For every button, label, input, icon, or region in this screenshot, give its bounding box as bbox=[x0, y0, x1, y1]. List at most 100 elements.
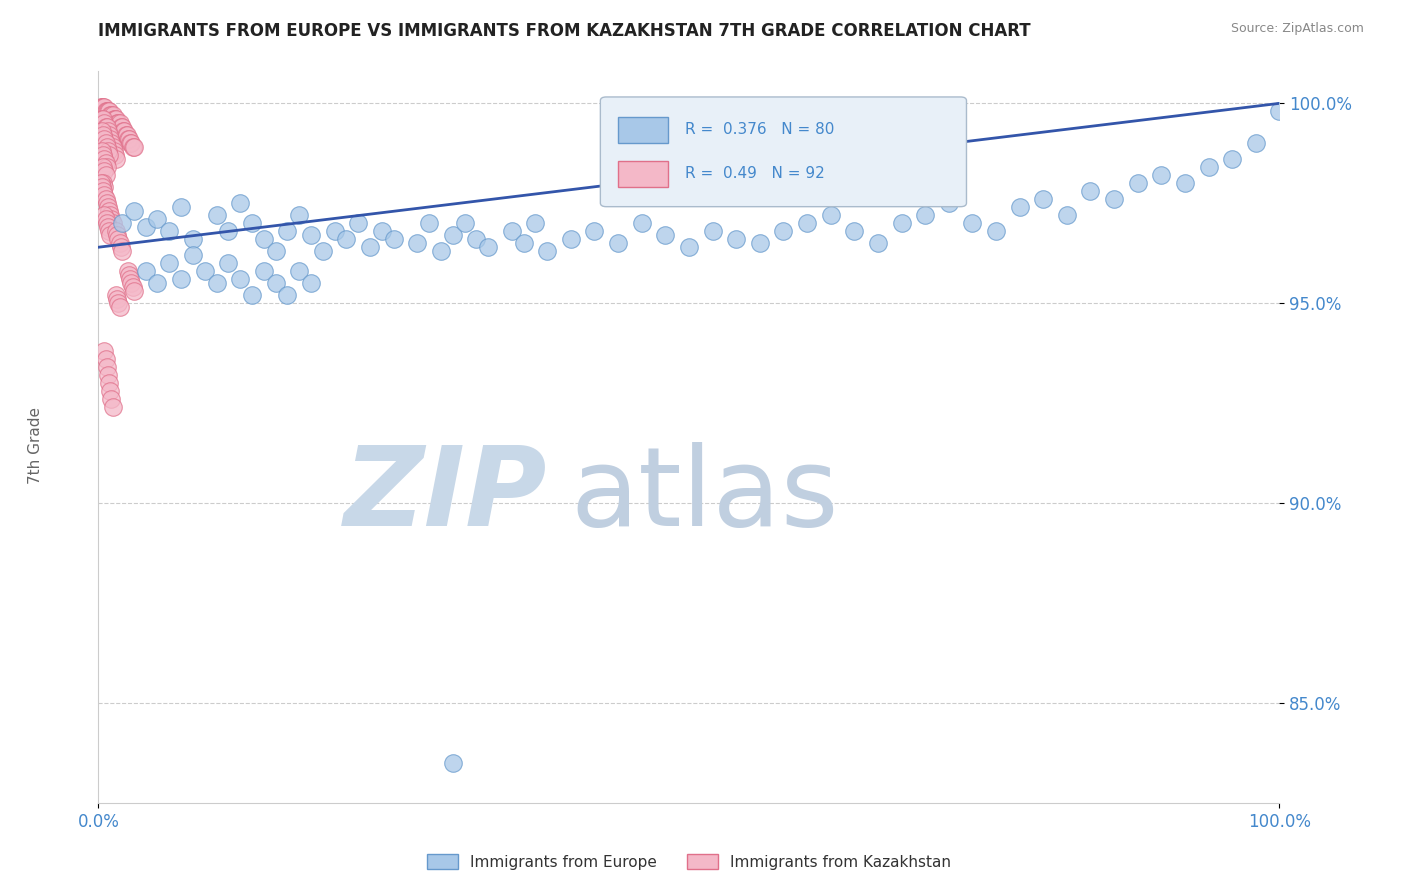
Point bbox=[157, 256, 180, 270]
Point bbox=[107, 296, 129, 310]
Point bbox=[117, 264, 139, 278]
Point bbox=[98, 148, 121, 162]
Point bbox=[104, 112, 127, 127]
Point bbox=[583, 224, 606, 238]
Point bbox=[105, 116, 128, 130]
Point bbox=[98, 228, 121, 243]
Point bbox=[135, 264, 157, 278]
Point bbox=[157, 224, 180, 238]
Point bbox=[347, 216, 370, 230]
Point bbox=[465, 232, 488, 246]
Point bbox=[406, 236, 429, 251]
Point bbox=[101, 216, 124, 230]
Point bbox=[105, 288, 128, 302]
Point bbox=[98, 128, 121, 143]
Text: R =  0.376   N = 80: R = 0.376 N = 80 bbox=[685, 122, 835, 137]
Point bbox=[264, 276, 287, 290]
Point bbox=[91, 100, 114, 114]
Point bbox=[96, 161, 118, 175]
Point bbox=[107, 232, 129, 246]
Point bbox=[94, 136, 117, 151]
Point bbox=[118, 268, 141, 283]
Point bbox=[112, 124, 135, 138]
Point bbox=[1080, 184, 1102, 198]
Point bbox=[240, 216, 263, 230]
Point bbox=[94, 169, 117, 183]
Point bbox=[93, 164, 115, 178]
Point bbox=[105, 228, 128, 243]
Point bbox=[205, 208, 228, 222]
Point bbox=[122, 284, 145, 298]
Point bbox=[844, 224, 866, 238]
Point bbox=[91, 112, 114, 127]
Point bbox=[104, 148, 127, 162]
Point bbox=[103, 145, 125, 159]
Point bbox=[1220, 153, 1243, 167]
Point bbox=[1174, 176, 1197, 190]
Point bbox=[748, 236, 770, 251]
Point bbox=[108, 300, 131, 314]
Point bbox=[312, 244, 335, 259]
Point bbox=[299, 276, 322, 290]
Point bbox=[1008, 200, 1031, 214]
Point bbox=[170, 272, 193, 286]
Point bbox=[98, 132, 121, 146]
Point bbox=[97, 368, 120, 383]
Point bbox=[820, 208, 842, 222]
Point bbox=[91, 148, 114, 162]
Point bbox=[866, 236, 889, 251]
Point bbox=[93, 344, 115, 359]
Point bbox=[111, 120, 134, 135]
Point bbox=[101, 400, 124, 414]
Point bbox=[524, 216, 547, 230]
Point bbox=[96, 120, 118, 135]
Point bbox=[93, 116, 115, 130]
Point bbox=[101, 140, 124, 154]
Point bbox=[1032, 192, 1054, 206]
Point bbox=[146, 212, 169, 227]
Point bbox=[725, 232, 748, 246]
Point bbox=[217, 256, 239, 270]
Point bbox=[121, 276, 143, 290]
Point bbox=[288, 264, 311, 278]
Point bbox=[91, 112, 114, 127]
Point bbox=[501, 224, 523, 238]
Text: ZIP: ZIP bbox=[343, 442, 547, 549]
Point bbox=[1244, 136, 1267, 151]
Point bbox=[512, 236, 534, 251]
Point bbox=[112, 124, 135, 138]
Point bbox=[253, 232, 276, 246]
Legend: Immigrants from Europe, Immigrants from Kazakhstan: Immigrants from Europe, Immigrants from … bbox=[420, 847, 957, 876]
Text: R =  0.49   N = 92: R = 0.49 N = 92 bbox=[685, 166, 825, 181]
Point bbox=[702, 224, 724, 238]
Point bbox=[477, 240, 499, 254]
Point bbox=[91, 176, 114, 190]
Point bbox=[118, 132, 141, 146]
Point bbox=[97, 124, 120, 138]
Point bbox=[93, 208, 115, 222]
Point bbox=[1056, 208, 1078, 222]
Point bbox=[359, 240, 381, 254]
Text: IMMIGRANTS FROM EUROPE VS IMMIGRANTS FROM KAZAKHSTAN 7TH GRADE CORRELATION CHART: IMMIGRANTS FROM EUROPE VS IMMIGRANTS FRO… bbox=[98, 22, 1031, 40]
Point bbox=[441, 756, 464, 770]
Point bbox=[94, 192, 117, 206]
Point bbox=[1126, 176, 1149, 190]
Point bbox=[453, 216, 475, 230]
Point bbox=[772, 224, 794, 238]
Point bbox=[103, 112, 125, 127]
Point bbox=[94, 120, 117, 135]
Point bbox=[264, 244, 287, 259]
Point bbox=[121, 136, 143, 151]
Point bbox=[938, 196, 960, 211]
Point bbox=[335, 232, 357, 246]
Point bbox=[98, 224, 121, 238]
Point bbox=[146, 276, 169, 290]
Point bbox=[93, 180, 115, 194]
Point bbox=[91, 128, 114, 143]
Point bbox=[91, 100, 114, 114]
Point bbox=[984, 224, 1007, 238]
Point bbox=[105, 292, 128, 306]
Point bbox=[121, 140, 143, 154]
Point bbox=[98, 208, 121, 222]
Point bbox=[107, 116, 129, 130]
